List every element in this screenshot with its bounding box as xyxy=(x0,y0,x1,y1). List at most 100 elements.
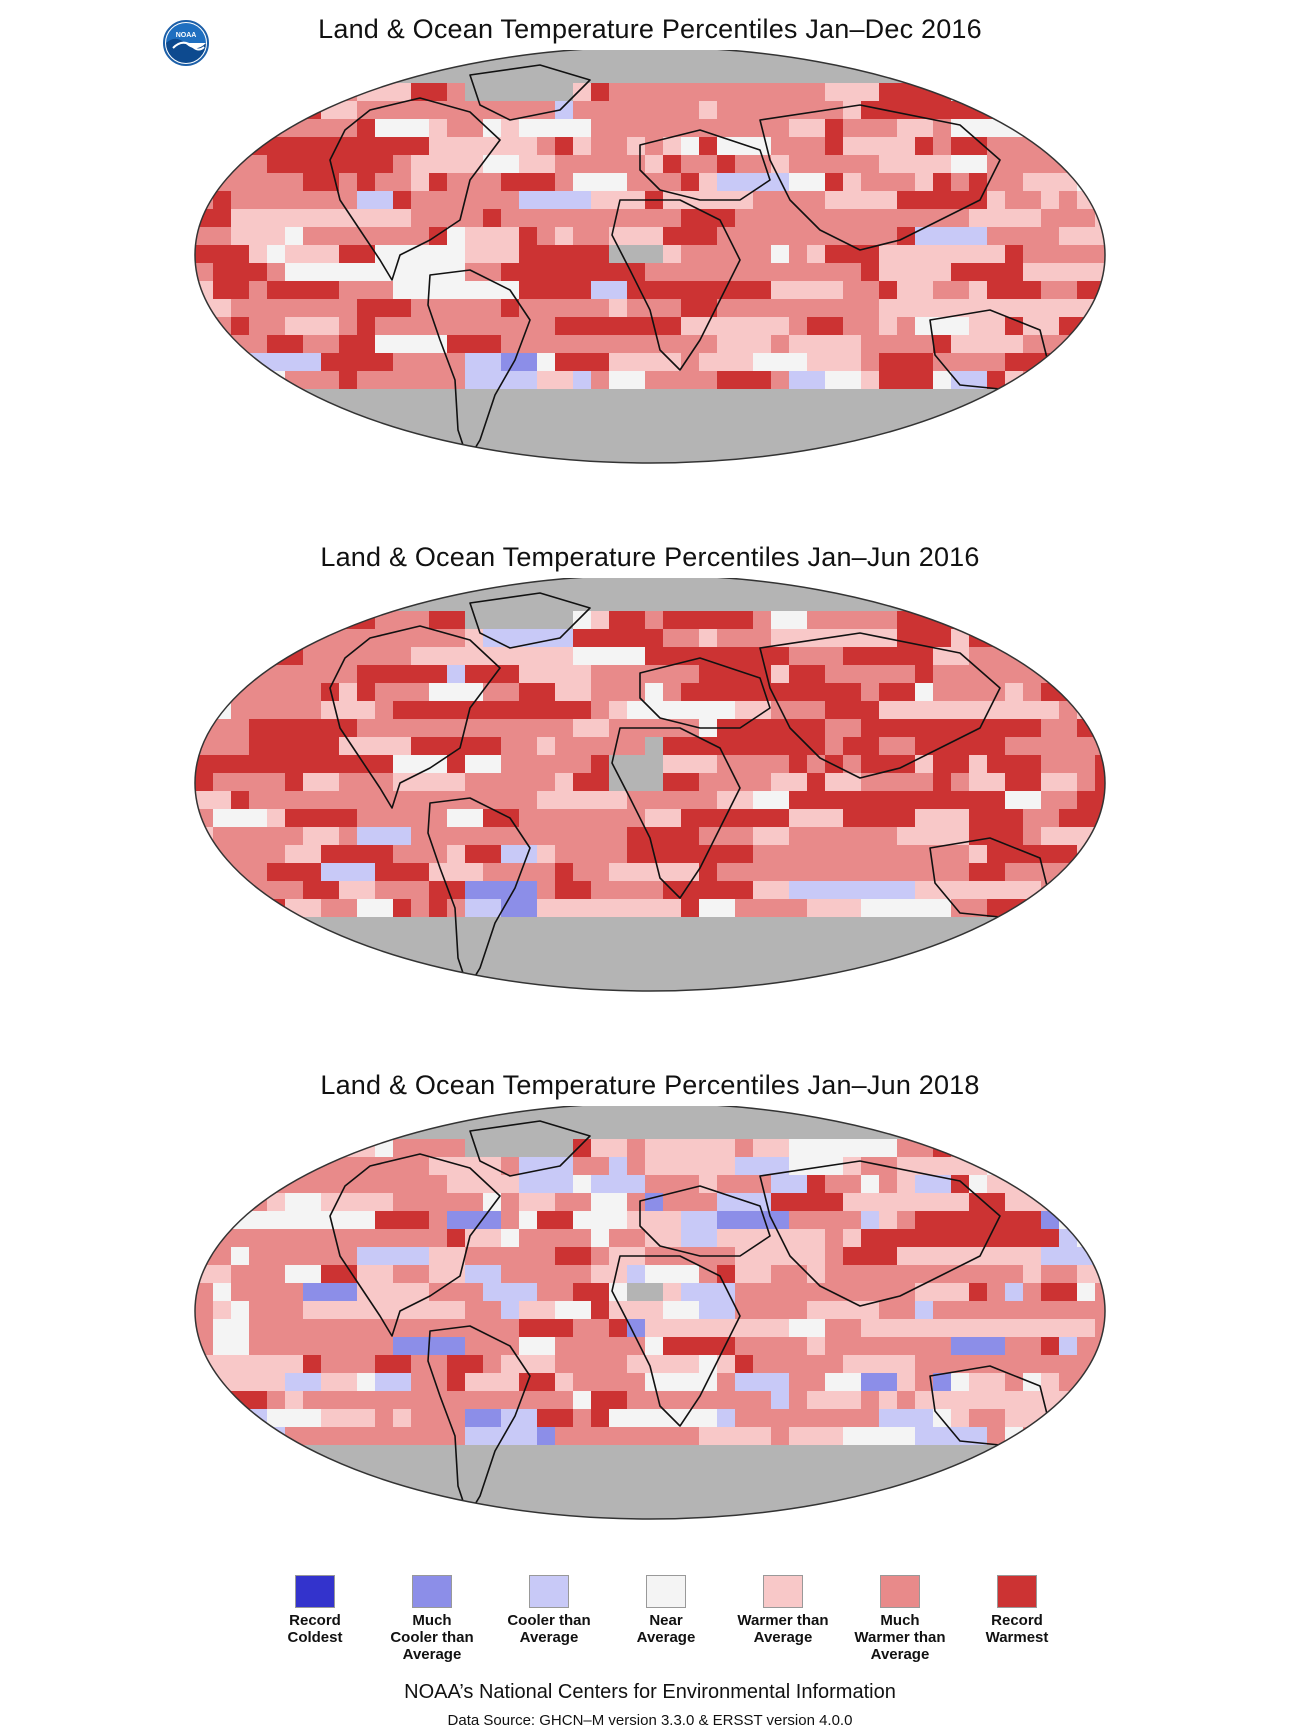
grid-cell xyxy=(393,263,412,282)
grid-cell xyxy=(285,1319,304,1338)
grid-cell xyxy=(843,245,862,264)
grid-cell xyxy=(1095,317,1105,336)
grid-cell xyxy=(249,173,268,192)
grid-cell xyxy=(429,1355,448,1374)
grid-cell xyxy=(717,407,736,426)
grid-cell xyxy=(825,1211,844,1230)
grid-cell xyxy=(375,1193,394,1212)
grid-cell xyxy=(717,1463,736,1482)
grid-cell xyxy=(321,263,340,282)
grid-cell xyxy=(717,209,736,228)
grid-cell xyxy=(1059,578,1078,594)
grid-cell xyxy=(735,899,754,918)
grid-cell xyxy=(699,1193,718,1212)
grid-cell xyxy=(429,1409,448,1428)
grid-cell xyxy=(519,611,538,630)
grid-cell xyxy=(1077,389,1096,408)
grid-cell xyxy=(627,1193,646,1212)
grid-cell xyxy=(879,989,898,991)
grid-cell xyxy=(609,665,628,684)
grid-cell xyxy=(339,953,358,972)
grid-cell xyxy=(987,299,1006,318)
grid-cell xyxy=(663,578,682,594)
grid-cell xyxy=(1077,971,1096,990)
grid-cell xyxy=(519,1319,538,1338)
grid-cell xyxy=(465,227,484,246)
grid-cell xyxy=(195,1301,214,1320)
grid-cell xyxy=(429,389,448,408)
grid-cell xyxy=(375,629,394,648)
grid-cell xyxy=(879,971,898,990)
grid-cell xyxy=(591,719,610,738)
grid-cell xyxy=(897,443,916,462)
grid-cell xyxy=(825,209,844,228)
grid-cell xyxy=(231,50,250,66)
grid-cell xyxy=(915,953,934,972)
grid-cell xyxy=(501,989,520,991)
grid-cell xyxy=(1023,101,1042,120)
grid-cell xyxy=(285,1391,304,1410)
grid-cell xyxy=(861,935,880,954)
grid-cell xyxy=(465,1427,484,1446)
grid-cell xyxy=(897,335,916,354)
grid-cell xyxy=(933,1193,952,1212)
grid-cell xyxy=(951,578,970,594)
grid-cell xyxy=(969,1373,988,1392)
grid-cell xyxy=(789,335,808,354)
grid-cell xyxy=(285,593,304,612)
grid-cell xyxy=(195,1121,214,1140)
grid-cell xyxy=(303,1175,322,1194)
grid-cell xyxy=(825,737,844,756)
grid-cell xyxy=(1077,701,1096,720)
grid-cell xyxy=(843,299,862,318)
grid-cell xyxy=(555,917,574,936)
grid-cell xyxy=(591,791,610,810)
grid-cell xyxy=(933,425,952,444)
grid-cell xyxy=(339,665,358,684)
grid-cell xyxy=(357,407,376,426)
grid-cell xyxy=(213,1319,232,1338)
grid-cell xyxy=(627,1157,646,1176)
grid-cell xyxy=(1095,1445,1105,1464)
grid-cell xyxy=(681,755,700,774)
grid-cell xyxy=(771,281,790,300)
grid-cell xyxy=(339,578,358,594)
grid-cell xyxy=(339,191,358,210)
grid-cell xyxy=(897,899,916,918)
grid-cell xyxy=(285,701,304,720)
grid-cell xyxy=(483,1193,502,1212)
grid-cell xyxy=(519,737,538,756)
grid-cell xyxy=(861,1337,880,1356)
grid-cell xyxy=(591,971,610,990)
grid-cell xyxy=(267,245,286,264)
grid-cell xyxy=(933,863,952,882)
grid-cell xyxy=(933,971,952,990)
grid-cell xyxy=(807,137,826,156)
grid-cell xyxy=(771,155,790,174)
grid-cell xyxy=(771,989,790,991)
grid-cell xyxy=(825,935,844,954)
grid-cell xyxy=(699,683,718,702)
grid-cell xyxy=(1095,773,1105,792)
grid-cell xyxy=(807,1445,826,1464)
grid-cell xyxy=(591,209,610,228)
grid-cell xyxy=(681,881,700,900)
grid-cell xyxy=(447,1499,466,1518)
grid-cell xyxy=(375,281,394,300)
grid-cell xyxy=(357,1157,376,1176)
grid-cell xyxy=(411,335,430,354)
grid-cell xyxy=(753,1319,772,1338)
grid-cell xyxy=(663,701,682,720)
grid-cell xyxy=(627,317,646,336)
grid-cell xyxy=(1077,101,1096,120)
grid-cell xyxy=(1023,1319,1042,1338)
grid-cell xyxy=(537,1391,556,1410)
grid-cell xyxy=(555,737,574,756)
grid-cell xyxy=(465,1247,484,1266)
grid-cell xyxy=(195,1139,214,1158)
grid-cell xyxy=(843,1157,862,1176)
grid-cell xyxy=(555,1445,574,1464)
grid-cell xyxy=(537,1139,556,1158)
grid-cell xyxy=(1095,593,1105,612)
grid-cell xyxy=(375,245,394,264)
